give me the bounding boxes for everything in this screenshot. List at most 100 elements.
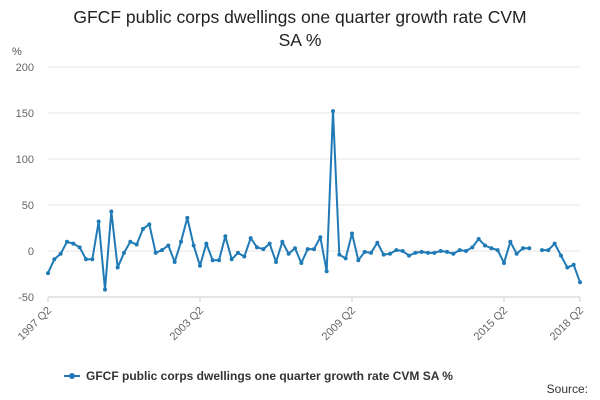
data-point[interactable]	[318, 235, 323, 240]
x-tick-label: 2018 Q2	[548, 305, 586, 343]
legend[interactable]: GFCF public corps dwellings one quarter …	[64, 368, 453, 384]
x-tick-label: 2003 Q2	[168, 305, 206, 343]
data-point[interactable]	[470, 245, 475, 250]
data-point[interactable]	[242, 254, 247, 259]
data-point[interactable]	[191, 243, 196, 248]
data-point[interactable]	[426, 250, 430, 255]
data-point[interactable]	[58, 251, 63, 256]
data-point[interactable]	[185, 215, 190, 220]
data-point[interactable]	[115, 265, 120, 270]
y-tick-label: 0	[28, 246, 34, 258]
data-point[interactable]	[451, 251, 456, 256]
chart-title: GFCF public corps dwellings one quarter …	[0, 6, 600, 52]
data-point[interactable]	[546, 248, 551, 253]
data-point[interactable]	[457, 248, 462, 253]
legend-series-label: GFCF public corps dwellings one quarter …	[86, 369, 453, 383]
data-point[interactable]	[204, 241, 209, 246]
data-point[interactable]	[578, 280, 582, 285]
data-point[interactable]	[217, 258, 221, 263]
y-tick-label: 100	[16, 154, 34, 166]
data-point[interactable]	[324, 269, 329, 274]
data-point[interactable]	[274, 260, 278, 265]
data-point[interactable]	[261, 247, 266, 252]
data-point[interactable]	[337, 252, 342, 257]
data-point[interactable]	[438, 249, 443, 253]
data-point[interactable]	[96, 219, 101, 224]
data-point[interactable]	[71, 241, 76, 246]
series-layer	[46, 109, 582, 292]
data-point[interactable]	[445, 249, 449, 254]
data-point[interactable]	[134, 242, 139, 247]
data-point[interactable]	[84, 257, 88, 262]
x-tick-label: 1997 Q2	[16, 305, 54, 343]
data-point[interactable]	[495, 248, 500, 253]
gridlines	[48, 66, 580, 298]
tick-labels: -50 0 50 100 150 200% 1997 Q2 2003 Q2 2009 Q2 201…	[12, 46, 586, 343]
data-point[interactable]	[179, 239, 183, 244]
data-point[interactable]	[305, 247, 310, 252]
data-point[interactable]	[502, 260, 506, 265]
data-point[interactable]	[122, 250, 126, 255]
data-point[interactable]	[52, 257, 57, 262]
data-point[interactable]	[65, 239, 69, 244]
source-label: Source:	[546, 382, 588, 396]
data-point[interactable]	[527, 246, 532, 251]
data-point[interactable]	[166, 243, 171, 248]
data-point[interactable]	[267, 241, 272, 246]
data-point[interactable]	[381, 252, 386, 257]
data-point[interactable]	[172, 260, 177, 265]
x-tick-label: 2015 Q2	[472, 305, 510, 343]
data-point[interactable]	[489, 246, 494, 251]
data-point[interactable]	[540, 248, 544, 253]
data-point[interactable]	[153, 250, 158, 255]
data-point[interactable]	[280, 239, 285, 244]
x-tick-label: 2009 Q2	[320, 305, 358, 343]
data-point[interactable]	[109, 209, 114, 214]
data-point[interactable]	[128, 239, 133, 244]
data-point[interactable]	[299, 260, 304, 265]
data-point[interactable]	[350, 231, 354, 236]
data-point[interactable]	[413, 250, 418, 255]
data-point[interactable]	[552, 241, 557, 246]
data-point[interactable]	[147, 222, 152, 227]
data-point[interactable]	[388, 251, 392, 256]
data-point[interactable]	[521, 246, 525, 251]
data-point[interactable]	[407, 253, 411, 258]
data-point[interactable]	[198, 263, 202, 268]
data-point[interactable]	[514, 251, 519, 256]
data-point[interactable]	[141, 226, 145, 231]
data-point[interactable]	[559, 253, 563, 258]
data-point[interactable]	[508, 239, 513, 244]
data-point[interactable]	[331, 109, 335, 114]
data-point[interactable]	[90, 257, 95, 262]
data-point[interactable]	[223, 234, 228, 239]
data-point[interactable]	[565, 265, 570, 270]
data-point[interactable]	[571, 262, 576, 267]
data-point[interactable]	[255, 245, 259, 250]
data-point[interactable]	[476, 237, 481, 242]
data-point[interactable]	[343, 256, 348, 261]
data-point[interactable]	[103, 287, 107, 292]
data-point[interactable]	[362, 249, 367, 254]
data-point[interactable]	[210, 258, 215, 263]
data-point[interactable]	[432, 250, 437, 255]
data-point[interactable]	[419, 249, 424, 254]
data-point[interactable]	[400, 249, 405, 253]
data-point[interactable]	[248, 236, 253, 241]
data-point[interactable]	[312, 247, 316, 252]
data-point[interactable]	[286, 251, 291, 256]
data-point[interactable]	[369, 250, 373, 255]
data-point[interactable]	[375, 240, 380, 245]
data-point[interactable]	[394, 248, 399, 253]
data-point[interactable]	[464, 249, 468, 253]
data-point[interactable]	[229, 257, 234, 262]
data-point[interactable]	[293, 246, 297, 251]
data-point[interactable]	[77, 245, 82, 250]
data-point[interactable]	[356, 258, 361, 263]
data-point[interactable]	[46, 271, 50, 276]
data-point[interactable]	[236, 250, 240, 255]
data-point[interactable]	[160, 248, 164, 253]
data-point[interactable]	[483, 243, 487, 248]
